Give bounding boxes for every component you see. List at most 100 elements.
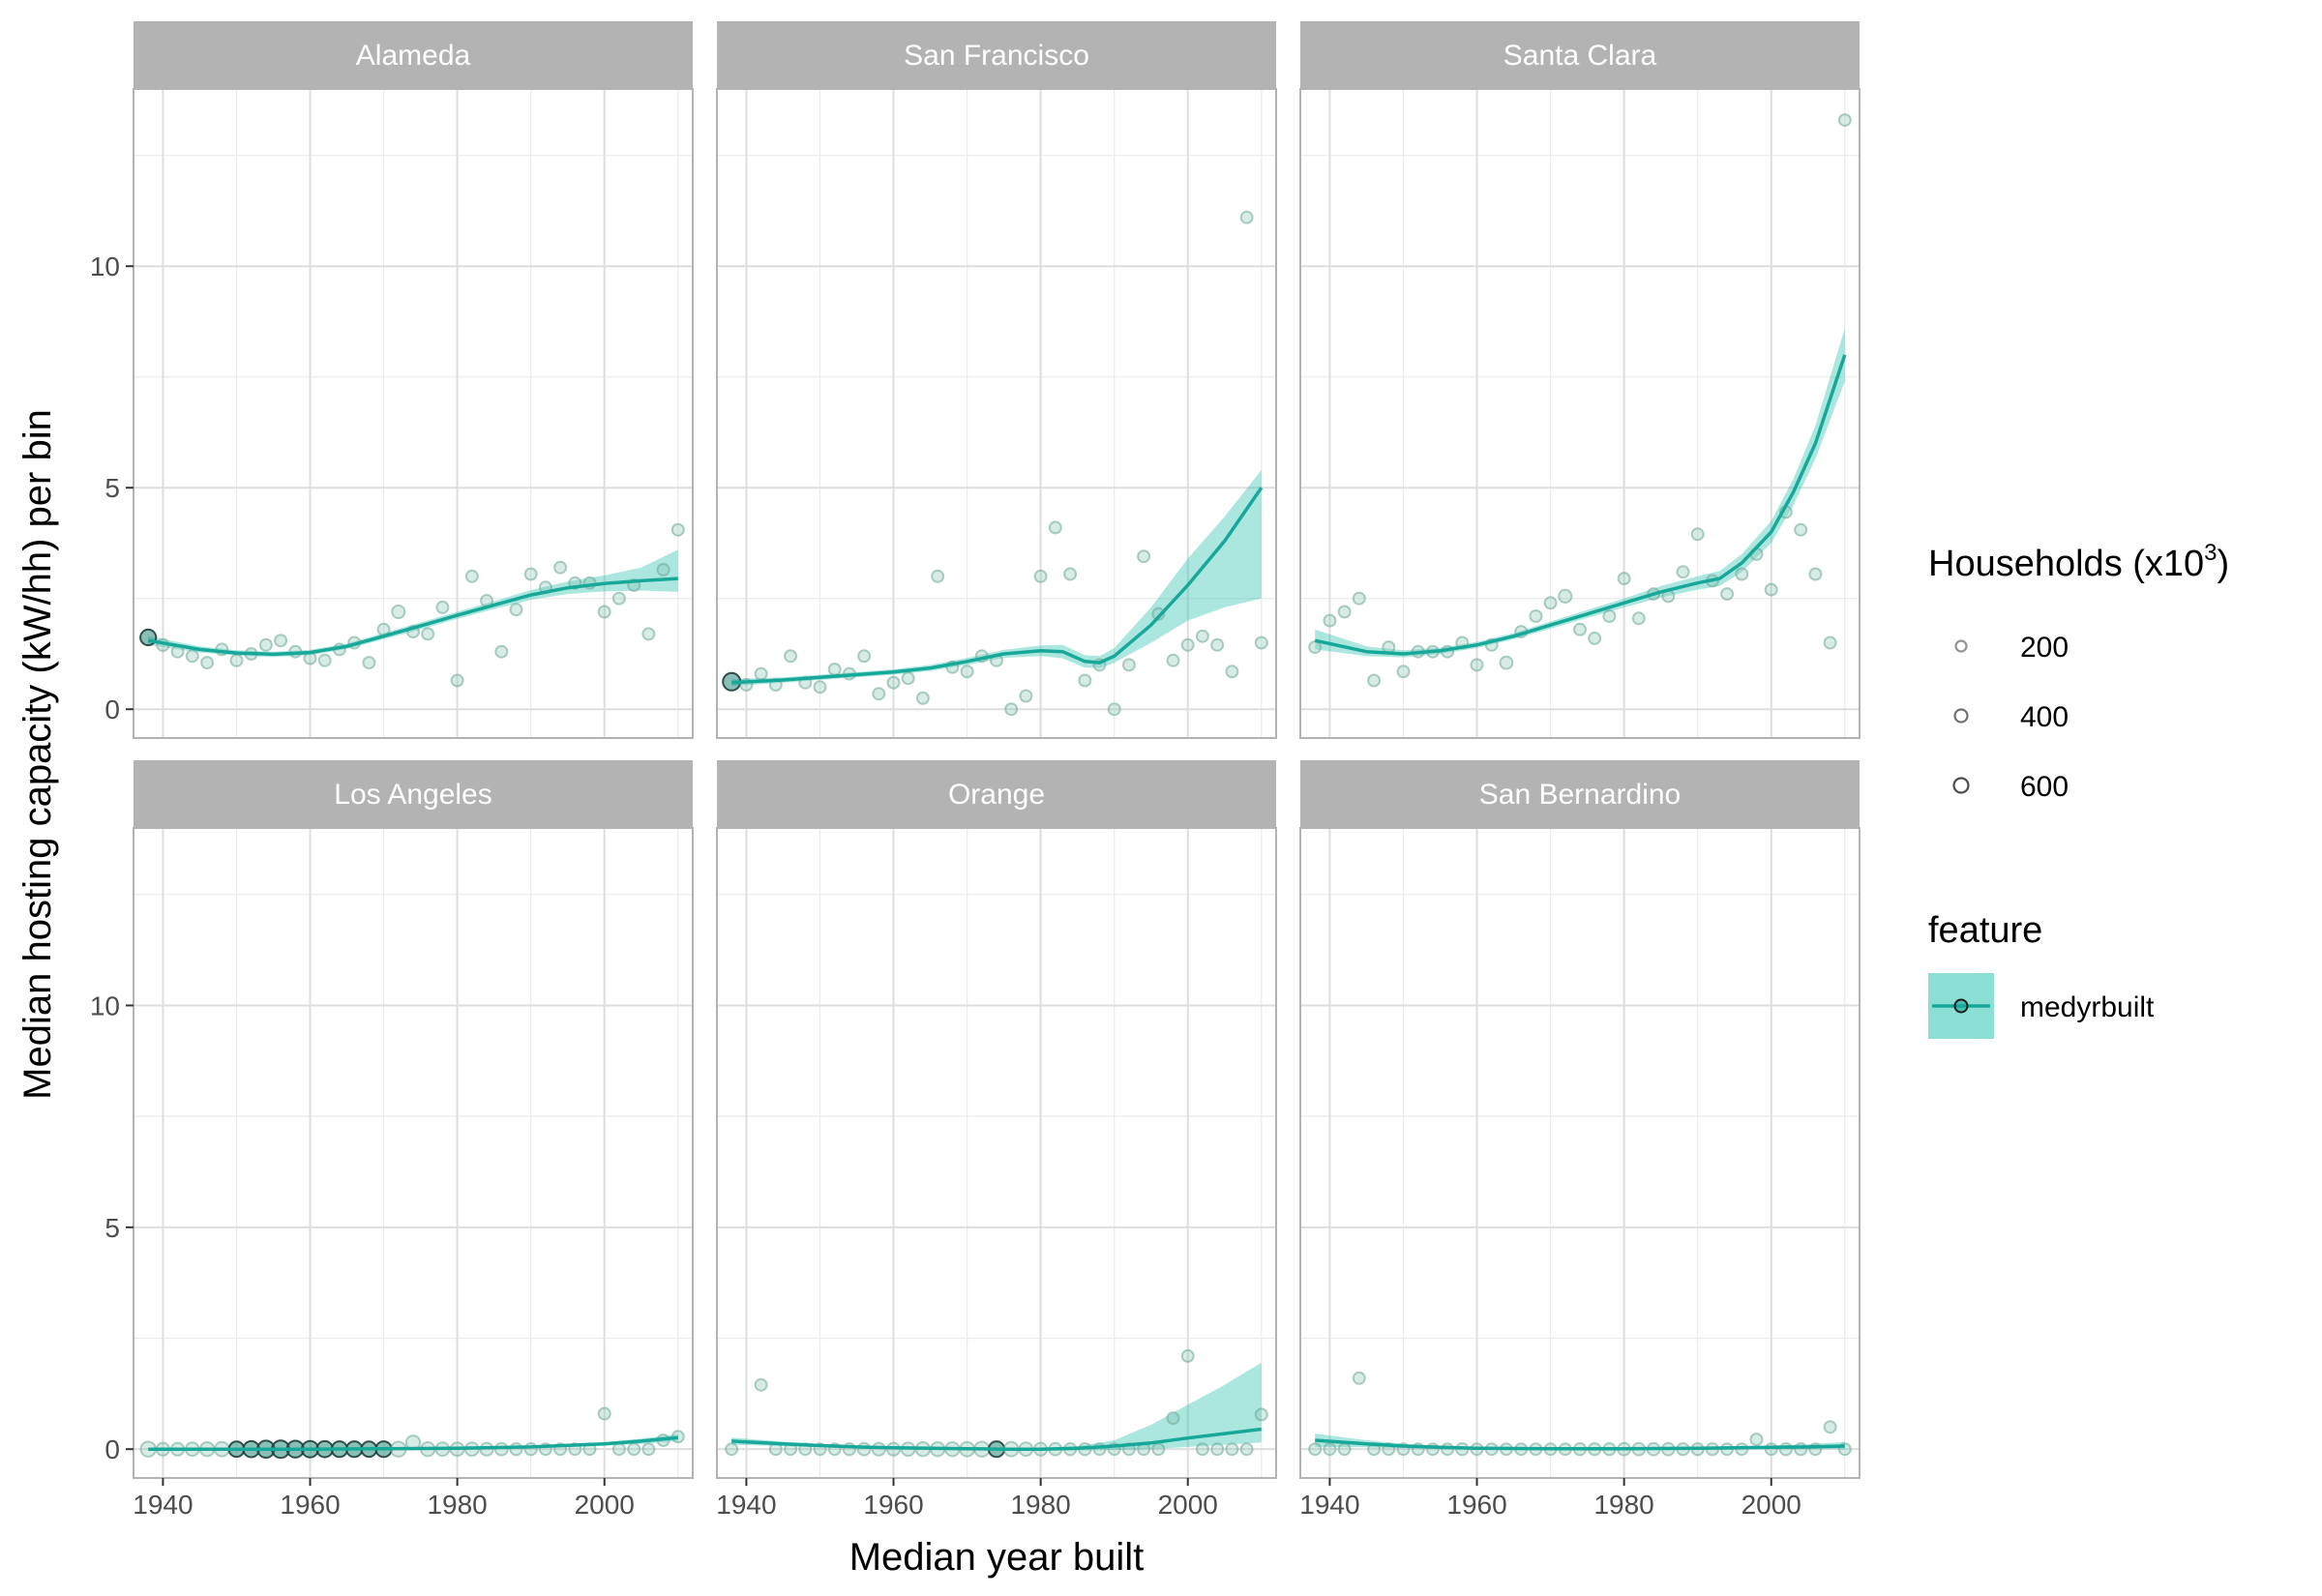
data-point — [1425, 1442, 1440, 1457]
data-point — [784, 649, 798, 664]
panel-border — [716, 827, 1277, 1479]
data-point — [494, 644, 509, 659]
legend-feature-title: feature — [1928, 910, 2042, 951]
data-point — [1837, 113, 1852, 128]
data-point — [670, 522, 685, 537]
data-point — [1352, 591, 1366, 606]
data-point — [1735, 567, 1749, 581]
data-point — [856, 1441, 872, 1457]
x-tick-label: 1980 — [1010, 1490, 1070, 1520]
legend-feature-label: medyrbuilt — [2020, 991, 2155, 1023]
data-point — [813, 680, 827, 695]
data-point — [597, 1406, 611, 1421]
data-point — [1121, 658, 1136, 672]
data-point — [509, 603, 523, 617]
y-tick-label: 0 — [104, 1434, 120, 1464]
x-tick-label: 1940 — [133, 1490, 193, 1520]
smooth-fit-line — [1314, 354, 1847, 656]
data-point — [1166, 1411, 1180, 1426]
data-point — [1254, 635, 1268, 650]
data-point — [611, 1442, 626, 1457]
facet-san-bernardino: San Bernardino 1940 1960 1980 2000 — [1299, 760, 1861, 1520]
panel-data-layer — [722, 210, 1268, 717]
y-tick-label: 10 — [90, 990, 120, 1020]
data-point — [931, 569, 945, 583]
legend-feature-point — [1953, 998, 1969, 1014]
data-point — [627, 1442, 641, 1457]
data-point — [1308, 1442, 1323, 1457]
legend-size-title-prefix: Households (x10 — [1928, 544, 2204, 584]
data-point — [1180, 637, 1195, 652]
panel-background — [1300, 828, 1860, 1478]
panel-background — [1300, 89, 1860, 738]
facet-strip — [1300, 760, 1860, 828]
data-point — [1107, 702, 1121, 717]
panel-border — [133, 88, 694, 739]
data-point — [274, 634, 288, 648]
legend-size-label: 400 — [2020, 701, 2069, 733]
data-point — [1396, 665, 1411, 679]
x-tick-label: 1940 — [1299, 1490, 1359, 1520]
legend-size-circle — [1953, 708, 1969, 724]
data-point — [523, 1442, 538, 1457]
panel-data-layer — [139, 522, 685, 688]
data-point — [509, 1442, 523, 1457]
data-point — [1543, 596, 1558, 610]
data-point — [1048, 520, 1062, 535]
data-point — [1764, 1442, 1778, 1457]
data-point — [1499, 655, 1514, 670]
data-point — [1151, 606, 1166, 621]
legend-size-title-exponent: 3 — [2204, 540, 2217, 566]
data-point — [1195, 629, 1209, 643]
data-point — [886, 675, 901, 690]
y-tick-label: 5 — [104, 473, 120, 503]
data-point — [258, 637, 273, 652]
data-point — [827, 663, 842, 676]
data-point — [1823, 635, 1837, 650]
facet-strip — [1300, 21, 1860, 89]
data-point — [1033, 569, 1048, 583]
data-point — [1225, 1442, 1239, 1457]
data-point — [1239, 1442, 1254, 1457]
data-point — [1019, 689, 1033, 703]
data-point — [1308, 640, 1323, 655]
data-point — [435, 600, 450, 614]
panel-background — [717, 89, 1276, 738]
legend-size-circle — [1954, 639, 1968, 653]
y-tick-label: 5 — [104, 1213, 120, 1243]
data-point — [1352, 1371, 1366, 1385]
data-point — [1676, 565, 1690, 579]
data-point — [960, 665, 974, 679]
y-axis-title: Median hosting capacity (kW/hh) per bin — [16, 409, 59, 1100]
data-point — [1210, 1442, 1225, 1457]
facet-los-angeles: Los Angeles 0 5 10 1940 1960 1980 2000 — [90, 760, 694, 1520]
data-point — [1749, 1433, 1764, 1447]
data-point — [641, 1442, 656, 1457]
data-point — [1323, 613, 1337, 628]
data-point — [1063, 567, 1078, 581]
data-point — [1823, 1420, 1837, 1434]
facet-strip-label: San Francisco — [904, 40, 1089, 72]
data-point — [857, 649, 872, 664]
x-tick-label: 2000 — [575, 1490, 635, 1520]
facet-strip-label: Alameda — [356, 40, 471, 72]
data-point — [450, 673, 464, 688]
data-point — [523, 567, 538, 581]
data-point — [1323, 1442, 1337, 1457]
data-point — [1151, 1442, 1166, 1457]
data-point — [641, 627, 656, 641]
data-point — [656, 563, 670, 576]
legend-size-circle — [1952, 777, 1970, 794]
panel-background — [717, 828, 1276, 1478]
data-point — [1720, 587, 1735, 602]
facet-strip — [134, 21, 693, 89]
data-point — [1254, 1407, 1268, 1422]
panel-border — [1299, 827, 1861, 1479]
panel-data-layer — [725, 1348, 1268, 1459]
smooth-fit-line — [148, 1435, 678, 1451]
x-tick-label: 1980 — [427, 1490, 487, 1520]
facet-panels: Alameda 0 5 10 San Francisco Santa Clara Los A… — [90, 21, 1861, 1520]
x-tick-label: 1980 — [1593, 1490, 1653, 1520]
data-point — [901, 671, 915, 686]
